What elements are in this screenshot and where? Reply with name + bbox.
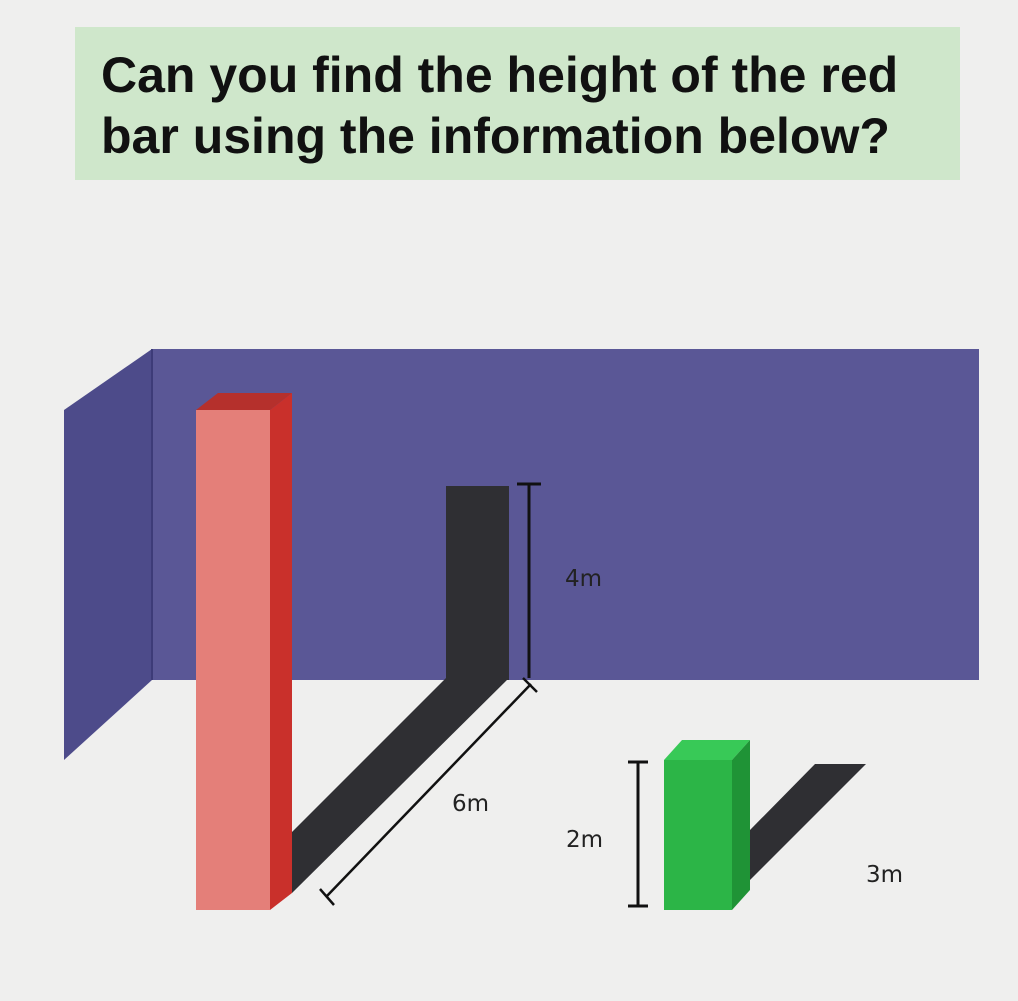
question-banner: Can you find the height of the red bar u…	[75, 27, 960, 180]
red-bar-side	[270, 393, 292, 910]
question-line-2: bar using the information below?	[101, 108, 890, 164]
green-shadow-length-label: 3m	[866, 862, 903, 888]
green-bar-height-label: 2m	[566, 827, 603, 853]
green-bar-front	[664, 760, 732, 910]
red-bar-ground-shadow	[292, 678, 509, 893]
ground-shadow-length-label: 6m	[452, 791, 489, 817]
ground-shadow-dimension-tick	[522, 677, 538, 693]
question-line-1: Can you find the height of the red	[101, 47, 899, 103]
green-bar-side	[732, 740, 750, 910]
green-bar-shadow	[750, 764, 866, 880]
green-bar-top	[664, 740, 750, 760]
wall-side-panel	[64, 349, 152, 760]
red-bar-top	[196, 393, 292, 410]
wall-shadow-height-label: 4m	[565, 566, 602, 592]
ground-shadow-dimension-tick	[319, 888, 335, 906]
ground-shadow-dimension-line	[325, 683, 532, 898]
red-bar-wall-shadow	[446, 486, 509, 680]
red-bar-front	[196, 410, 270, 910]
